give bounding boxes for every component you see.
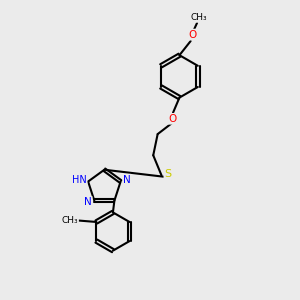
Text: N: N: [84, 197, 92, 207]
Text: N: N: [123, 175, 131, 185]
Text: S: S: [164, 169, 172, 179]
Text: HN: HN: [72, 175, 87, 185]
Text: CH₃: CH₃: [61, 216, 78, 225]
Text: O: O: [188, 30, 196, 40]
Text: O: O: [168, 114, 176, 124]
Text: CH₃: CH₃: [190, 13, 207, 22]
